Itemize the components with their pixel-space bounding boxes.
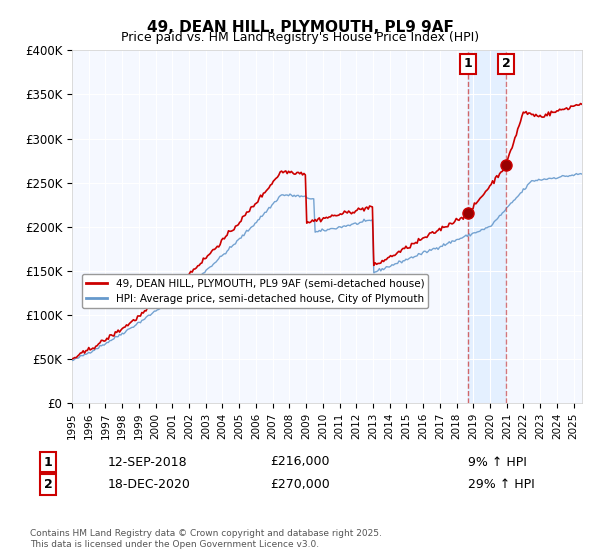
Text: £216,000: £216,000 (270, 455, 330, 469)
Text: 1: 1 (44, 455, 52, 469)
Text: 18-DEC-2020: 18-DEC-2020 (108, 478, 191, 491)
Text: 29% ↑ HPI: 29% ↑ HPI (468, 478, 535, 491)
Legend: 49, DEAN HILL, PLYMOUTH, PL9 9AF (semi-detached house), HPI: Average price, semi: 49, DEAN HILL, PLYMOUTH, PL9 9AF (semi-d… (82, 274, 428, 308)
Text: 9% ↑ HPI: 9% ↑ HPI (468, 455, 527, 469)
Text: 2: 2 (44, 478, 52, 491)
Text: 2: 2 (502, 58, 511, 71)
Text: 12-SEP-2018: 12-SEP-2018 (108, 455, 188, 469)
Text: Contains HM Land Registry data © Crown copyright and database right 2025.
This d: Contains HM Land Registry data © Crown c… (30, 529, 382, 549)
Text: 1: 1 (464, 58, 473, 71)
Text: 49, DEAN HILL, PLYMOUTH, PL9 9AF: 49, DEAN HILL, PLYMOUTH, PL9 9AF (146, 20, 454, 35)
Text: Price paid vs. HM Land Registry's House Price Index (HPI): Price paid vs. HM Land Registry's House … (121, 31, 479, 44)
Bar (468, 50, 506, 403)
Text: £270,000: £270,000 (270, 478, 330, 491)
